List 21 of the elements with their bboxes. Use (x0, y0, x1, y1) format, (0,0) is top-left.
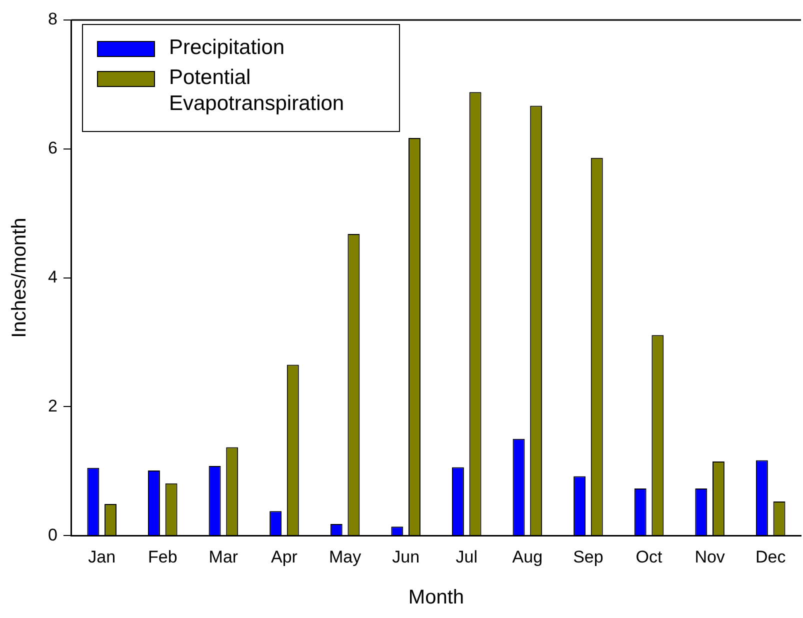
x-tick-label: Aug (512, 547, 543, 566)
y-axis-title: Inches/month (8, 218, 31, 338)
x-tick-label: Oct (636, 547, 663, 566)
x-tick-label: Dec (755, 547, 786, 566)
x-tick-label: Jan (88, 547, 116, 566)
x-tick-label: Apr (271, 547, 298, 566)
x-tick-label: Jul (456, 547, 478, 566)
y-tick-label: 2 (48, 396, 58, 416)
y-tick-label: 4 (48, 267, 58, 286)
x-tick-label: Jun (392, 547, 420, 566)
x-tick-label: May (328, 547, 362, 566)
legend-label: Potential Evapotranspiration (169, 65, 346, 117)
x-axis-title: Month (408, 586, 464, 609)
x-tick-label: Sep (573, 547, 604, 566)
y-tick-label: 0 (48, 525, 58, 544)
x-tick-label: Feb (148, 547, 178, 566)
y-tick-label: 8 (48, 10, 58, 29)
legend-label: Precipitation (169, 35, 285, 61)
x-tick-label: Nov (694, 547, 726, 566)
x-tick-label: Mar (208, 547, 238, 566)
y-tick-label: 6 (48, 138, 58, 158)
